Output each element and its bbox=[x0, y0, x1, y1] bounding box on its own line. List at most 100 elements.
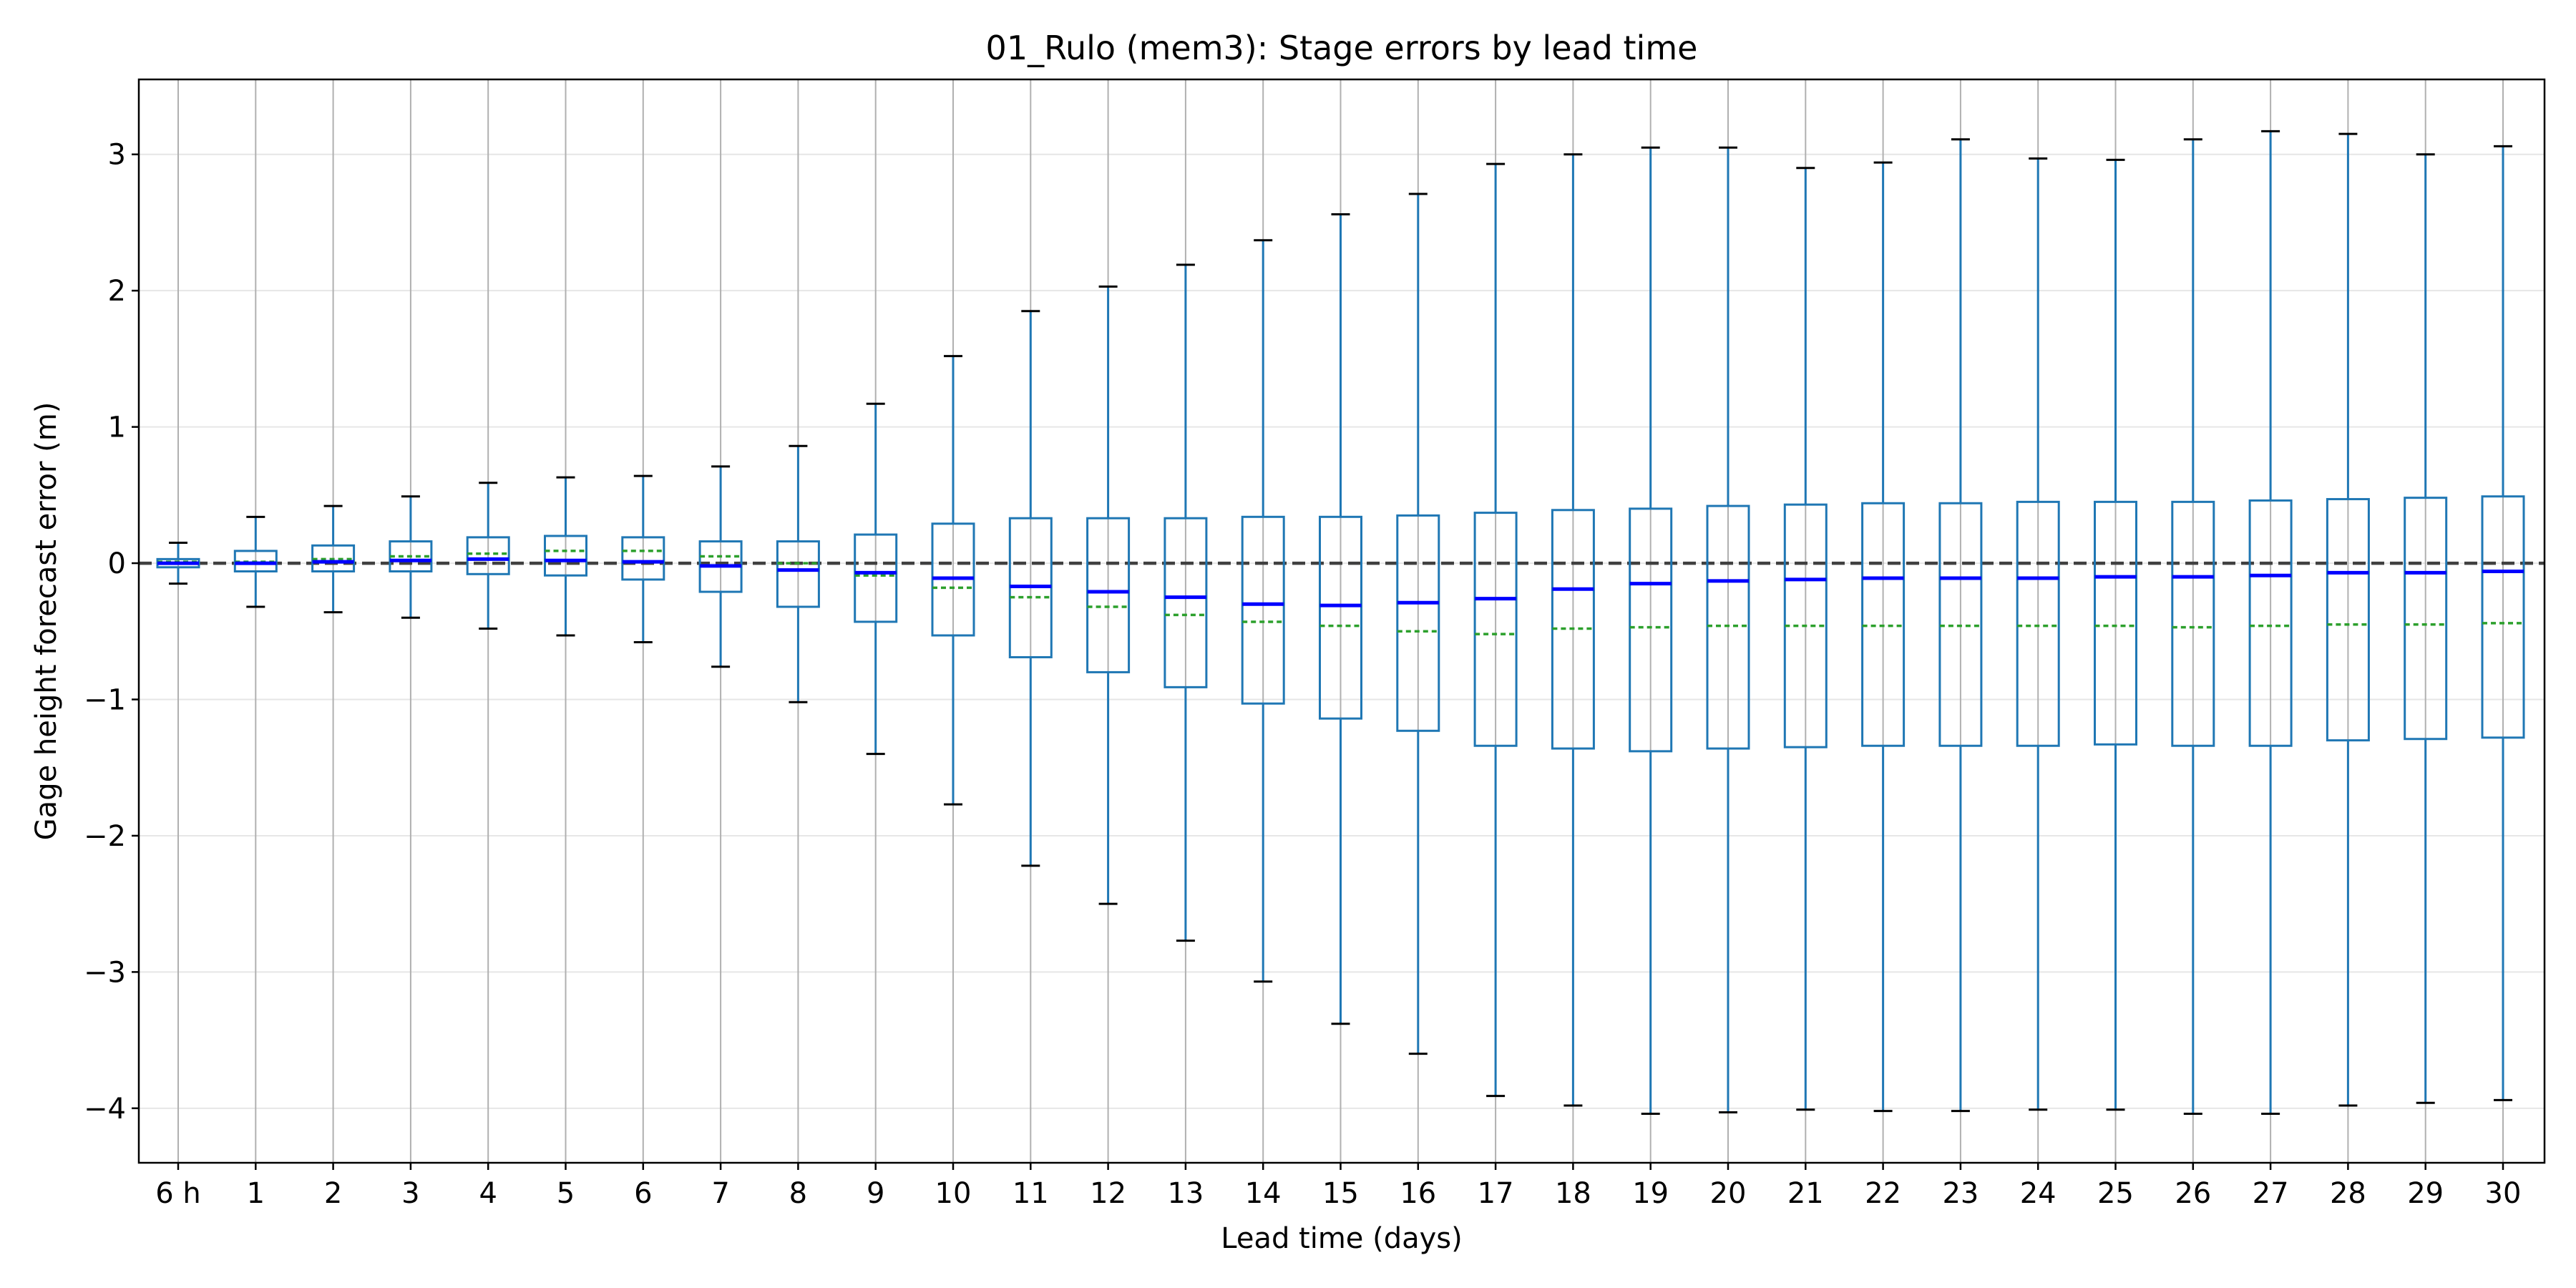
box-1 bbox=[233, 515, 278, 608]
x-tick-label: 6 h bbox=[155, 1177, 201, 1210]
iqr-box bbox=[2248, 499, 2293, 747]
box-6h bbox=[156, 541, 200, 585]
box-30 bbox=[2481, 145, 2525, 1101]
x-tick-label: 30 bbox=[2485, 1177, 2522, 1210]
iqr-box bbox=[1706, 504, 1750, 750]
iqr-box bbox=[1938, 502, 1983, 747]
iqr-box bbox=[776, 540, 820, 608]
x-tick-label: 2 bbox=[324, 1177, 342, 1210]
y-tick-label: −4 bbox=[84, 1093, 126, 1126]
box-23 bbox=[1938, 138, 1983, 1113]
x-tick-label: 16 bbox=[1400, 1177, 1436, 1210]
box-21 bbox=[1783, 167, 1828, 1111]
x-tick-label: 12 bbox=[1090, 1177, 1126, 1210]
box-3 bbox=[389, 495, 433, 619]
iqr-box bbox=[544, 535, 587, 577]
iqr-box bbox=[1861, 502, 1906, 747]
x-tick-label: 28 bbox=[2330, 1177, 2366, 1210]
x-tick-label: 25 bbox=[2097, 1177, 2134, 1210]
box-4 bbox=[466, 482, 510, 630]
iqr-box bbox=[1163, 517, 1208, 688]
x-tick-label: 5 bbox=[557, 1177, 575, 1210]
box-27 bbox=[2248, 130, 2293, 1115]
iqr-box bbox=[1396, 514, 1440, 732]
x-tick-label: 6 bbox=[634, 1177, 652, 1210]
iqr-box bbox=[1319, 515, 1362, 720]
x-tick-label: 1 bbox=[247, 1177, 265, 1210]
y-tick-label: −2 bbox=[84, 820, 126, 853]
box-11 bbox=[1008, 310, 1053, 867]
box-13 bbox=[1163, 263, 1208, 942]
x-tick-label: 24 bbox=[2020, 1177, 2057, 1210]
iqr-box bbox=[2016, 500, 2060, 747]
box-24 bbox=[2016, 157, 2060, 1111]
box-12 bbox=[1086, 285, 1131, 905]
x-tick-label: 3 bbox=[401, 1177, 419, 1210]
box-17 bbox=[1473, 162, 1518, 1098]
x-tick-label: 11 bbox=[1013, 1177, 1049, 1210]
x-tick-label: 19 bbox=[1632, 1177, 1669, 1210]
x-tick-label: 8 bbox=[789, 1177, 807, 1210]
iqr-box bbox=[466, 536, 510, 575]
plot-frame bbox=[137, 78, 2546, 1164]
x-tick-label: 22 bbox=[1865, 1177, 1901, 1210]
box-26 bbox=[2171, 138, 2215, 1115]
box-2 bbox=[311, 504, 356, 614]
box-14 bbox=[1241, 239, 1285, 983]
x-tick-label: 9 bbox=[867, 1177, 884, 1210]
x-tick-label: 23 bbox=[1942, 1177, 1979, 1210]
iqr-box bbox=[1086, 517, 1131, 673]
box-15 bbox=[1319, 213, 1362, 1025]
y-axis-label: Gage height forecast error (m) bbox=[30, 402, 63, 841]
x-tick-label: 14 bbox=[1245, 1177, 1282, 1210]
iqr-box bbox=[1629, 507, 1673, 753]
x-tick-label: 21 bbox=[1787, 1177, 1824, 1210]
boxes-layer bbox=[156, 130, 2525, 1115]
box-5 bbox=[544, 476, 587, 637]
box-28 bbox=[2326, 132, 2370, 1107]
iqr-box bbox=[2481, 495, 2525, 739]
box-6 bbox=[621, 474, 665, 644]
box-20 bbox=[1706, 146, 1750, 1114]
box-10 bbox=[931, 355, 975, 806]
box-22 bbox=[1861, 161, 1906, 1113]
box-16 bbox=[1396, 192, 1440, 1055]
y-tick-label: 1 bbox=[108, 411, 126, 444]
x-tick-label: 20 bbox=[1710, 1177, 1747, 1210]
iqr-box bbox=[2171, 500, 2215, 747]
x-tick-label: 29 bbox=[2407, 1177, 2444, 1210]
x-axis-label: Lead time (days) bbox=[1221, 1222, 1463, 1255]
iqr-box bbox=[2326, 498, 2370, 742]
box-25 bbox=[2094, 158, 2137, 1111]
x-tick-label: 7 bbox=[711, 1177, 729, 1210]
iqr-box bbox=[621, 536, 665, 581]
x-tick-label: 4 bbox=[479, 1177, 497, 1210]
x-tick-label: 15 bbox=[1322, 1177, 1359, 1210]
box-9 bbox=[854, 402, 898, 756]
box-29 bbox=[2404, 153, 2448, 1104]
x-tick-label: 18 bbox=[1555, 1177, 1591, 1210]
x-tick-label: 10 bbox=[935, 1177, 972, 1210]
chart-title: 01_Rulo (mem3): Stage errors by lead tim… bbox=[986, 29, 1698, 67]
x-tick-label: 17 bbox=[1478, 1177, 1514, 1210]
x-tick-label: 27 bbox=[2253, 1177, 2289, 1210]
iqr-box bbox=[854, 533, 898, 623]
box-7 bbox=[698, 465, 743, 668]
iqr-box bbox=[1241, 515, 1285, 705]
iqr-box bbox=[1473, 512, 1518, 747]
iqr-box bbox=[2094, 500, 2137, 746]
y-tick-label: 2 bbox=[108, 275, 126, 308]
y-tick-label: −1 bbox=[84, 684, 126, 717]
y-tick-label: 0 bbox=[108, 547, 126, 580]
box-8 bbox=[776, 444, 820, 703]
y-tick-label: 3 bbox=[108, 139, 126, 172]
y-tick-label: −3 bbox=[84, 956, 126, 989]
iqr-box bbox=[2404, 497, 2448, 741]
x-tick-label: 26 bbox=[2175, 1177, 2211, 1210]
box-18 bbox=[1551, 153, 1595, 1107]
x-tick-label: 13 bbox=[1167, 1177, 1204, 1210]
box-19 bbox=[1629, 146, 1673, 1115]
